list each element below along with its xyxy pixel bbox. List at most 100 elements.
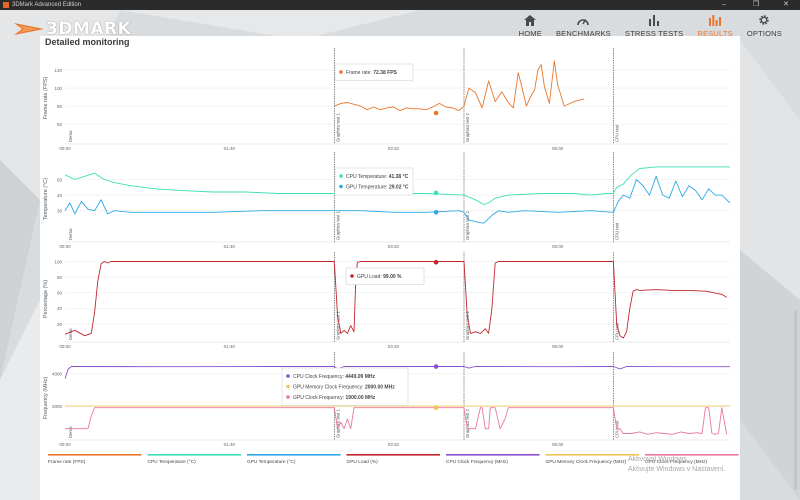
maximize-button[interactable]: ❐ bbox=[752, 1, 760, 8]
nav-options[interactable]: OPTIONS bbox=[747, 12, 782, 38]
y-tick-label: 80 bbox=[57, 104, 63, 109]
series-line bbox=[334, 60, 585, 112]
watermark-line-2: Aktivujte Windows v Nastavení. bbox=[628, 466, 726, 473]
x-tick-label: 05:00 bbox=[552, 344, 564, 349]
phase-label: Graphics test 1 bbox=[335, 310, 340, 340]
watermark-line-1: Aktivovat Windows bbox=[628, 456, 687, 463]
chart-2: Percentage (%) 20 40 60 80 100 00:00 01:40 03:20… bbox=[43, 252, 730, 349]
tooltip-text: GPU Load: 99.00 % bbox=[357, 274, 402, 280]
x-tick-label: 00:00 bbox=[59, 442, 71, 447]
tooltip-label: GPU Memory Clock Frequency: bbox=[293, 384, 365, 390]
panel-title: Detailed monitoring bbox=[45, 37, 130, 47]
phase-label: Graphics test 1 bbox=[335, 112, 340, 142]
x-tick-label: 05:00 bbox=[552, 244, 564, 249]
x-tick-label: 01:40 bbox=[224, 244, 236, 249]
x-tick-label: 05:00 bbox=[552, 146, 564, 151]
y-tick-label: 30 bbox=[57, 209, 63, 214]
close-button[interactable]: ✕ bbox=[783, 1, 789, 8]
phase-label: Graphics test 2 bbox=[465, 112, 470, 142]
nav-home[interactable]: HOME bbox=[519, 12, 542, 38]
legend-swatch bbox=[147, 454, 241, 456]
legend-label: GPU Memory Clock Frequency (MHz) bbox=[546, 459, 627, 465]
nav-options-label: OPTIONS bbox=[746, 29, 782, 38]
y-tick-label: 4000 bbox=[52, 372, 63, 377]
legend-swatch bbox=[346, 454, 440, 456]
hover-marker bbox=[433, 259, 439, 265]
y-tick-label: 80 bbox=[57, 275, 63, 280]
minimize-button[interactable]: – bbox=[722, 1, 726, 8]
x-tick-label: 03:20 bbox=[388, 442, 400, 447]
y-tick-label: 20 bbox=[57, 322, 63, 327]
nav-stress-tests[interactable]: STRESS TESTS bbox=[625, 12, 684, 38]
tooltip-box bbox=[334, 167, 414, 196]
x-tick-label: 00:00 bbox=[59, 344, 71, 349]
hover-marker bbox=[433, 405, 439, 410]
tooltip-swatch bbox=[339, 184, 343, 189]
tooltip-swatch bbox=[286, 374, 290, 378]
tooltip-box bbox=[281, 367, 409, 406]
phase-label: Graphics test 1 bbox=[335, 210, 340, 240]
chart-0: Frame rate (FPS) 60 80 100 120 00:00 01:40 03:2… bbox=[43, 48, 730, 151]
nav-results[interactable]: RESULTS bbox=[697, 12, 733, 38]
window-title: 3DMark Advanced Edition bbox=[12, 2, 82, 8]
hover-marker bbox=[433, 110, 439, 116]
y-axis-label: Frame rate (FPS) bbox=[43, 76, 49, 119]
window-titlebar: 3DMark Advanced Edition – ❐ ✕ bbox=[0, 0, 800, 10]
tooltip-swatch bbox=[286, 395, 290, 399]
tooltip-label: Frame rate: bbox=[346, 70, 373, 76]
nav-benchmarks[interactable]: BENCHMARKS bbox=[556, 12, 611, 38]
app-header: 3DMARK HOME BENCHMARKS STRESS TESTS RESU… bbox=[0, 10, 800, 40]
tooltip-label: GPU Temperature: bbox=[346, 184, 389, 190]
activation-watermark: Aktivovat Windows Aktivujte Windows v Na… bbox=[628, 455, 726, 475]
y-tick-label: 40 bbox=[57, 306, 63, 311]
hover-marker bbox=[433, 209, 439, 215]
legend-label: GPU Temperature (°C) bbox=[247, 459, 296, 465]
tooltip-value: 72.38 FPS bbox=[373, 70, 397, 76]
bars-icon bbox=[648, 12, 660, 26]
y-tick-label: 100 bbox=[54, 86, 62, 91]
logo-text: 3DMARK bbox=[46, 19, 132, 39]
tooltip-text: GPU Clock Frequency: 1900.00 MHz bbox=[293, 395, 376, 401]
tooltip-label: CPU Temperature: bbox=[346, 174, 389, 180]
tooltip-value: 29.02 °C bbox=[389, 184, 409, 190]
phase-label: CPU test bbox=[614, 222, 619, 240]
tooltip-swatch bbox=[339, 174, 343, 178]
tooltip-text: GPU Memory Clock Frequency: 2000.00 MHz bbox=[293, 384, 395, 390]
legend: Frame rate (FPS) CPU Temperature (°C) GPU … bbox=[48, 454, 739, 465]
legend-label: Frame rate (FPS) bbox=[48, 459, 86, 465]
legend-label: CPU Temperature (°C) bbox=[148, 459, 197, 465]
series-line bbox=[64, 366, 730, 379]
chart-1: Temperature (°C) 30 40 50 00:00 01:40 03:20 05:… bbox=[43, 152, 731, 249]
phase-label: Demo bbox=[68, 426, 73, 438]
scrollbar-thumb[interactable] bbox=[794, 310, 797, 490]
tooltip-text: CPU Clock Frequency: 4449.09 MHz bbox=[293, 374, 375, 380]
legend-swatch bbox=[247, 454, 341, 456]
y-tick-label: 40 bbox=[57, 193, 63, 198]
legend-swatch bbox=[645, 454, 739, 456]
nav-stress-tests-label: STRESS TESTS bbox=[624, 29, 684, 38]
nav-results-label: RESULTS bbox=[697, 29, 733, 38]
legend-swatch bbox=[48, 454, 142, 456]
y-tick-label: 60 bbox=[57, 122, 63, 127]
hover-marker bbox=[433, 364, 439, 369]
tooltip-text: CPU Temperature: 41.38 °C bbox=[346, 174, 409, 180]
y-tick-label: 50 bbox=[57, 177, 63, 182]
y-tick-label: 60 bbox=[57, 291, 63, 296]
series-line bbox=[64, 261, 727, 339]
tooltip-box bbox=[345, 267, 425, 285]
x-tick-label: 05:00 bbox=[552, 442, 564, 447]
y-tick-label: 2000 bbox=[52, 404, 63, 409]
series-line bbox=[65, 407, 728, 435]
legend-label: CPU Clock Frequency (MHz) bbox=[446, 459, 508, 465]
gear-icon bbox=[758, 12, 770, 26]
logo[interactable]: 3DMARK bbox=[14, 19, 131, 39]
tooltip-label: CPU Clock Frequency: bbox=[293, 374, 345, 380]
tooltip-text: Frame rate: 72.38 FPS bbox=[346, 70, 398, 76]
x-tick-label: 03:20 bbox=[388, 244, 400, 249]
tooltip-label: GPU Clock Frequency: bbox=[293, 395, 346, 401]
detailed-monitoring-panel: Detailed monitoring Frame rate (FPS) 60 80… bbox=[40, 36, 740, 500]
scrollbar[interactable] bbox=[793, 40, 798, 495]
tooltip-swatch bbox=[350, 274, 354, 278]
gauge-icon bbox=[577, 12, 590, 26]
monitoring-charts: Frame rate (FPS) 60 80 100 120 00:00 01:40 03:2… bbox=[43, 48, 739, 465]
